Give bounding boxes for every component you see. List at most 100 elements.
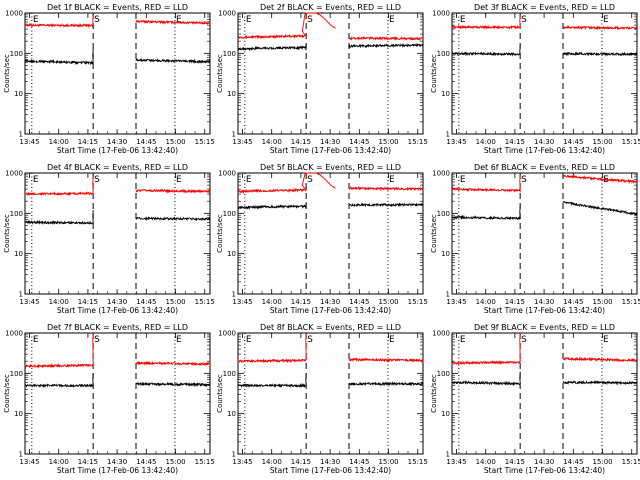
x-tick-label: 14:45 <box>563 458 583 466</box>
y-tick-label: 10 <box>14 410 23 418</box>
x-tick-label: 14:00 <box>476 458 496 466</box>
x-tick-label: 13:45 <box>19 458 39 466</box>
lld-trace <box>237 332 307 364</box>
marker-label: E <box>246 335 252 345</box>
plot-frame <box>451 332 638 455</box>
y-tick-label: 1 <box>446 451 450 459</box>
lld-trace <box>237 12 336 40</box>
events-trace <box>348 202 424 208</box>
plot-frame <box>451 172 638 295</box>
x-tick-label: 14:15 <box>291 138 311 146</box>
x-tick-label: 14:15 <box>505 298 525 306</box>
y-axis-label: Counts/sec <box>3 214 11 253</box>
x-tick-label: 14:00 <box>49 138 69 146</box>
x-tick-label: 15:00 <box>592 138 612 146</box>
x-tick-label: 13:45 <box>446 298 466 306</box>
x-tick-label: 14:45 <box>563 138 583 146</box>
marker-label: E <box>33 335 39 345</box>
lld-trace <box>451 14 521 30</box>
events-trace <box>237 43 307 52</box>
plot-frame <box>237 332 424 455</box>
x-tick-label: 15:15 <box>408 298 428 306</box>
events-trace <box>451 371 521 387</box>
x-tick-label: 15:15 <box>408 138 428 146</box>
chart-panel-2: Det 2f BLACK = Events, RED = LLD 1 10 100 10… <box>216 3 428 155</box>
chart-title: Det 2f BLACK = Events, RED = LLD <box>260 3 401 12</box>
marker-label: S <box>307 15 313 25</box>
x-tick-label: 15:00 <box>378 458 398 466</box>
marker-label: E <box>603 15 609 25</box>
y-tick-label: 10 <box>441 250 450 258</box>
chart-title: Det 8f BLACK = Events, RED = LLD <box>260 323 401 332</box>
x-tick-label: 15:15 <box>622 138 640 146</box>
y-tick-label: 1 <box>446 291 450 299</box>
x-tick-label: 13:45 <box>19 298 39 306</box>
y-tick-label: 10 <box>14 90 23 98</box>
x-tick-label: 13:45 <box>19 138 39 146</box>
y-tick-label: 1000 <box>432 170 450 178</box>
chart-panel-5: Det 5f BLACK = Events, RED = LLD 1 10 100 10… <box>216 163 428 315</box>
lld-trace <box>562 25 638 31</box>
x-axis-label: Start Time (17-Feb-06 13:42:40) <box>484 466 605 475</box>
x-tick-label: 14:30 <box>320 458 340 466</box>
y-tick-label: 1 <box>232 451 236 459</box>
x-tick-label: 15:00 <box>378 138 398 146</box>
chart-title: Det 5f BLACK = Events, RED = LLD <box>260 163 401 172</box>
marker-label: E <box>460 335 466 345</box>
plot-frame <box>24 12 211 135</box>
lld-trace <box>135 19 211 25</box>
x-axis-label: Start Time (17-Feb-06 13:42:40) <box>270 306 391 315</box>
x-axis-label: Start Time (17-Feb-06 13:42:40) <box>484 306 605 315</box>
marker-label: S <box>94 175 100 185</box>
marker-label: S <box>94 335 100 345</box>
lld-trace <box>348 185 424 192</box>
y-tick-label: 1 <box>232 131 236 139</box>
marker-label: E <box>246 15 252 25</box>
marker-label: E <box>33 175 39 185</box>
x-tick-label: 14:00 <box>476 298 496 306</box>
y-axis-label: Counts/sec <box>3 374 11 413</box>
events-trace <box>24 48 94 66</box>
y-tick-label: 100 <box>437 370 450 378</box>
y-axis-label: Counts/sec <box>430 54 438 93</box>
chart-title: Det 9f BLACK = Events, RED = LLD <box>474 323 615 332</box>
y-axis-label: Counts/sec <box>3 54 11 93</box>
y-tick-label: 1000 <box>218 10 236 18</box>
x-tick-label: 15:15 <box>408 458 428 466</box>
events-trace <box>348 42 424 49</box>
lld-trace <box>135 360 211 367</box>
events-trace <box>237 373 307 389</box>
marker-label: S <box>307 175 313 185</box>
y-tick-label: 1 <box>19 451 23 459</box>
lld-trace <box>24 176 94 197</box>
y-tick-label: 1000 <box>432 330 450 338</box>
marker-label: E <box>176 335 182 345</box>
x-tick-label: 14:15 <box>291 458 311 466</box>
x-tick-label: 14:15 <box>505 138 525 146</box>
x-tick-label: 14:15 <box>505 458 525 466</box>
lld-trace <box>451 174 521 193</box>
x-tick-label: 14:30 <box>534 458 554 466</box>
x-tick-label: 14:45 <box>136 298 156 306</box>
marker-label: E <box>33 15 39 25</box>
y-tick-label: 10 <box>227 410 236 418</box>
x-tick-label: 14:45 <box>349 138 369 146</box>
x-tick-label: 13:45 <box>446 458 466 466</box>
x-tick-label: 13:45 <box>232 138 252 146</box>
events-trace <box>451 45 521 57</box>
x-tick-label: 14:00 <box>262 458 282 466</box>
x-tick-label: 14:30 <box>107 458 127 466</box>
lld-trace <box>237 172 336 194</box>
lld-trace <box>24 14 94 29</box>
events-trace <box>135 381 211 388</box>
x-tick-label: 14:15 <box>78 298 98 306</box>
marker-label: E <box>176 15 182 25</box>
x-tick-label: 15:15 <box>195 138 215 146</box>
chart-panel-6: Det 6f BLACK = Events, RED = LLD 1 10 100 10… <box>430 163 640 315</box>
y-tick-label: 1000 <box>5 330 23 338</box>
x-axis-label: Start Time (17-Feb-06 13:42:40) <box>57 306 178 315</box>
lld-trace <box>451 332 521 366</box>
y-tick-label: 100 <box>223 210 236 218</box>
marker-label: E <box>603 335 609 345</box>
